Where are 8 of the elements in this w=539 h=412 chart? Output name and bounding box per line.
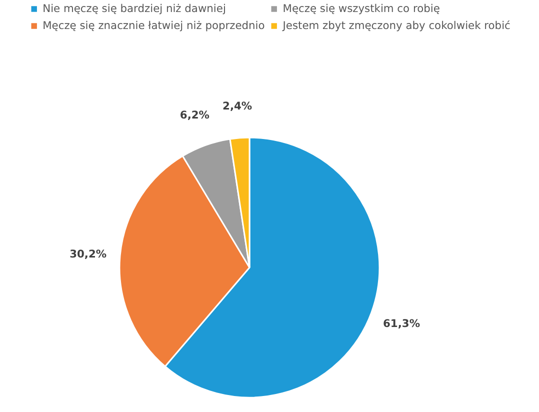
data-label: 61,3% <box>383 317 420 330</box>
data-label: 30,2% <box>70 248 107 261</box>
legend-label: Jestem zbyt zmęczony aby cokolwiek robić <box>282 19 510 32</box>
legend-label: Męczę się wszystkim co robię <box>282 2 440 15</box>
data-label: 6,2% <box>180 108 210 122</box>
data-label: 2,4% <box>222 99 252 112</box>
legend-label: Męczę się znacznie łatwiej niż poprzednio <box>42 19 265 32</box>
legend-label: Nie męczę się bardziej niż dawniej <box>42 2 226 15</box>
